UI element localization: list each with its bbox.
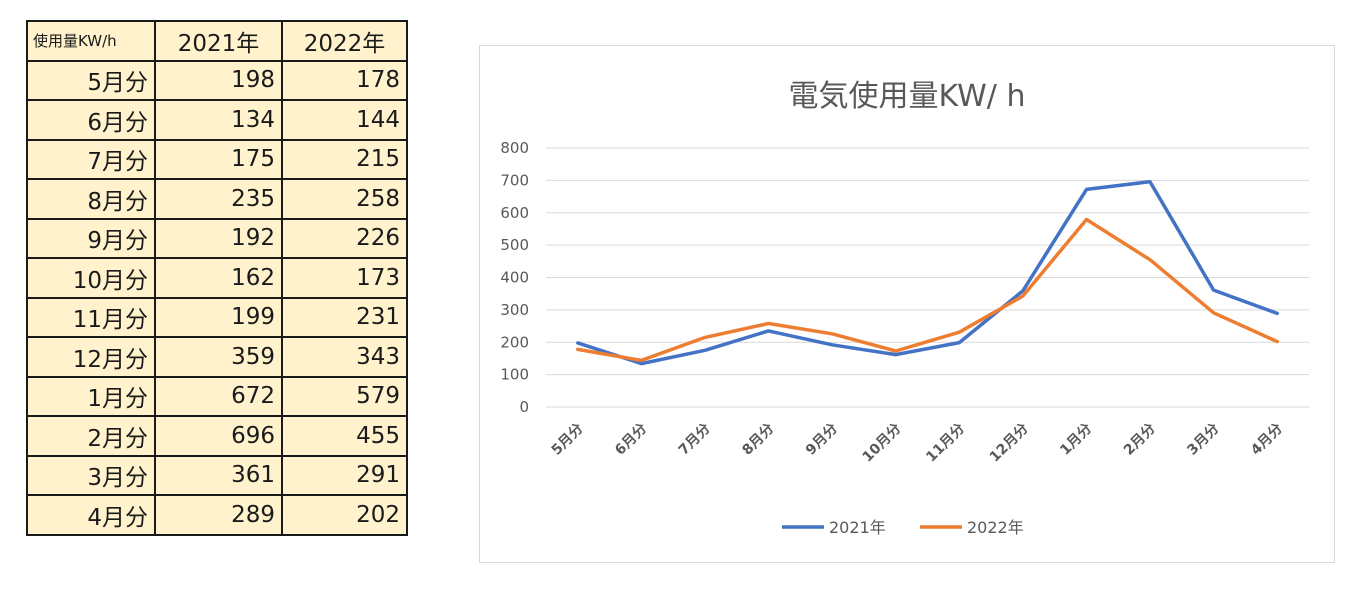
line-chart: 電気使用量KW/ h 0 100 200 300 400 500 600 700 800 5月分 6… xyxy=(479,45,1335,563)
table-row: 4月分 289 202 xyxy=(26,494,408,536)
chart-title: 電気使用量KW/ h xyxy=(788,79,1026,114)
table-cell-2022: 455 xyxy=(281,415,408,457)
x-tick-label: 7月分 xyxy=(676,421,714,459)
x-tick-label: 6月分 xyxy=(612,421,650,459)
x-tick-label: 8月分 xyxy=(739,421,777,459)
legend-label: 2021年 xyxy=(829,518,886,537)
table-cell-month: 5月分 xyxy=(26,59,156,101)
table-header-cell: 2021年 xyxy=(154,20,283,62)
table-cell-2021: 198 xyxy=(154,59,283,101)
x-tick-label: 11月分 xyxy=(923,421,968,466)
x-tick-label: 3月分 xyxy=(1184,421,1222,459)
x-tick-label: 10月分 xyxy=(860,421,905,466)
table-cell-month: 10月分 xyxy=(26,257,156,299)
table-row: 5月分 198 178 xyxy=(26,59,408,101)
table-cell-month: 7月分 xyxy=(26,138,156,180)
table-row: 8月分 235 258 xyxy=(26,178,408,220)
table-cell-2022: 173 xyxy=(281,257,408,299)
table-cell-2022: 226 xyxy=(281,217,408,259)
table-cell-2022: 144 xyxy=(281,99,408,141)
chart-plot-area: 0 100 200 300 400 500 600 700 800 5月分 6月分 7月分 8月分 9月分… xyxy=(500,139,1309,537)
table-cell-2022: 579 xyxy=(281,375,408,417)
y-tick-label: 100 xyxy=(500,366,529,384)
table-cell-month: 2月分 xyxy=(26,415,156,457)
table-row: 9月分 192 226 xyxy=(26,217,408,259)
y-tick-label: 600 xyxy=(500,204,529,222)
table-cell-2021: 199 xyxy=(154,296,283,338)
table-row: 12月分 359 343 xyxy=(26,336,408,378)
y-tick-label: 500 xyxy=(500,236,529,254)
table-cell-2021: 134 xyxy=(154,99,283,141)
table-cell-2022: 202 xyxy=(281,494,408,536)
table-cell-month: 4月分 xyxy=(26,494,156,536)
series-line-1 xyxy=(576,217,1279,363)
table-cell-month: 12月分 xyxy=(26,336,156,378)
usage-table: 使用量KW/h 2021年 2022年 5月分 198 178 6月分 134 … xyxy=(26,20,408,536)
table-header-cell: 2022年 xyxy=(281,20,408,62)
table-cell-month: 11月分 xyxy=(26,296,156,338)
table-header-row: 使用量KW/h 2021年 2022年 xyxy=(26,20,408,62)
table-row: 6月分 134 144 xyxy=(26,99,408,141)
table-row: 10月分 162 173 xyxy=(26,257,408,299)
table-row: 11月分 199 231 xyxy=(26,296,408,338)
x-tick-label: 1月分 xyxy=(1057,421,1095,459)
table-cell-2022: 178 xyxy=(281,59,408,101)
table-cell-2022: 258 xyxy=(281,178,408,220)
y-tick-label: 200 xyxy=(500,333,529,351)
x-tick-label: 9月分 xyxy=(803,421,841,459)
x-tick-label: 4月分 xyxy=(1248,421,1286,459)
table-row: 2月分 696 455 xyxy=(26,415,408,457)
table-row: 7月分 175 215 xyxy=(26,138,408,180)
x-tick-label: 12月分 xyxy=(987,421,1032,466)
table-cell-2022: 343 xyxy=(281,336,408,378)
table-cell-2021: 696 xyxy=(154,415,283,457)
table-cell-2022: 291 xyxy=(281,454,408,496)
table-row: 3月分 361 291 xyxy=(26,454,408,496)
table-cell-2021: 162 xyxy=(154,257,283,299)
table-cell-2022: 231 xyxy=(281,296,408,338)
series-line-0 xyxy=(576,179,1279,366)
y-tick-label: 300 xyxy=(500,301,529,319)
table-cell-2022: 215 xyxy=(281,138,408,180)
y-tick-label: 400 xyxy=(500,269,529,287)
y-tick-label: 0 xyxy=(519,398,529,416)
table-cell-2021: 175 xyxy=(154,138,283,180)
table-cell-2021: 235 xyxy=(154,178,283,220)
table-header-cell: 使用量KW/h xyxy=(26,20,156,62)
x-tick-label: 2月分 xyxy=(1121,421,1159,459)
legend-label: 2022年 xyxy=(967,518,1024,537)
x-tick-label: 5月分 xyxy=(549,421,587,459)
table-cell-2021: 359 xyxy=(154,336,283,378)
y-tick-label: 800 xyxy=(500,139,529,157)
table-cell-month: 9月分 xyxy=(26,217,156,259)
table-cell-month: 8月分 xyxy=(26,178,156,220)
table-cell-2021: 361 xyxy=(154,454,283,496)
y-tick-label: 700 xyxy=(500,171,529,189)
table-cell-2021: 672 xyxy=(154,375,283,417)
table-cell-2021: 289 xyxy=(154,494,283,536)
table-cell-2021: 192 xyxy=(154,217,283,259)
table-cell-month: 1月分 xyxy=(26,375,156,417)
table-cell-month: 3月分 xyxy=(26,454,156,496)
usage-table-body: 使用量KW/h 2021年 2022年 5月分 198 178 6月分 134 … xyxy=(26,20,408,536)
table-row: 1月分 672 579 xyxy=(26,375,408,417)
table-cell-month: 6月分 xyxy=(26,99,156,141)
